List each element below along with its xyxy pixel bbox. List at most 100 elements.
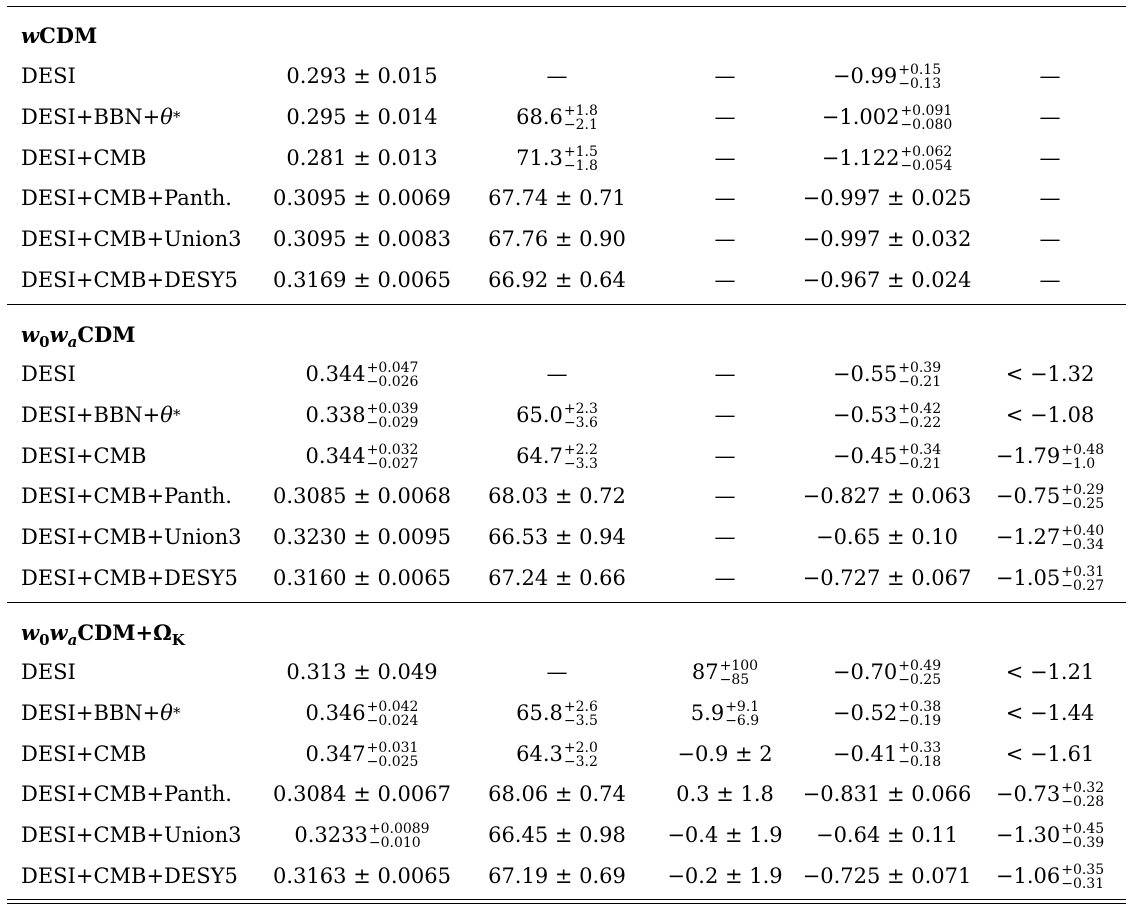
cell-omega-k: — xyxy=(714,443,736,468)
cell-w0: −0.827 ± 0.063 xyxy=(802,483,972,508)
table-row: DESI+CMB 0.347 +0.031 −0.025 64.3 +2.0 −3.2 −0.… xyxy=(7,734,1126,774)
cell-omega-k: — xyxy=(714,483,736,508)
cell-h0: 65.8 +2.6 −3.5 xyxy=(516,699,598,729)
cell-omega-m: 0.344 +0.032 −0.027 xyxy=(305,442,419,472)
cell-omega-k: 87 +100 −85 xyxy=(691,658,759,688)
cell-wa: −1.05 +0.31 −0.27 xyxy=(995,564,1105,594)
cell-omega-k: — xyxy=(714,185,736,210)
cell-omega-k: — xyxy=(714,267,736,292)
cell-dataset: DESI+CMB+Panth. xyxy=(21,185,232,210)
cell-w0: −0.65 ± 0.10 xyxy=(815,524,959,549)
cell-omega-m: 0.344 +0.047 −0.026 xyxy=(305,360,419,390)
cell-w0: −0.99 +0.15 −0.13 xyxy=(832,62,942,92)
cell-h0: — xyxy=(546,659,568,684)
cell-wa: −1.06 +0.35 −0.31 xyxy=(995,862,1105,892)
cell-dataset: DESI xyxy=(21,63,76,88)
cell-h0: 66.92 ± 0.64 xyxy=(488,267,626,292)
table-row: DESI+CMB+Union3 0.3230 ± 0.0095 66.53 ± 0.… xyxy=(7,517,1126,557)
cell-w0: −0.70 +0.49 −0.25 xyxy=(832,658,942,688)
cell-omega-k: — xyxy=(714,565,736,590)
cell-w0: −0.997 ± 0.025 xyxy=(802,185,972,210)
cell-h0: 68.06 ± 0.74 xyxy=(488,781,626,806)
cell-omega-k: — xyxy=(714,402,736,427)
cell-wa: < −1.44 xyxy=(1005,700,1095,725)
cell-dataset: DESI xyxy=(21,361,76,386)
cell-omega-m: 0.3163 ± 0.0065 xyxy=(273,863,451,888)
table-row: DESI+BBN+ θ * 0.346 +0.042 −0.024 65.8 +2.6 −3.5… xyxy=(7,693,1126,733)
cell-w0: −0.53 +0.42 −0.22 xyxy=(832,401,942,431)
cell-omega-m: 0.3233 +0.0089 −0.010 xyxy=(294,821,430,851)
cell-w0: −0.52 +0.38 −0.19 xyxy=(832,699,942,729)
cell-omega-m: 0.313 ± 0.049 xyxy=(286,659,438,684)
cell-omega-m: 0.295 ± 0.014 xyxy=(286,104,438,129)
cell-omega-k: — xyxy=(714,145,736,170)
cell-w0: −0.55 +0.39 −0.21 xyxy=(832,360,942,390)
table-row: DESI+CMB+DESY5 0.3169 ± 0.0065 66.92 ± 0.6… xyxy=(7,260,1126,300)
cell-dataset: DESI+CMB xyxy=(21,741,147,766)
table-row: DESI+CMB+Union3 0.3095 ± 0.0083 67.76 ± 0.… xyxy=(7,219,1126,259)
cell-h0: 67.76 ± 0.90 xyxy=(488,226,626,251)
bottom-rule xyxy=(7,899,1126,900)
section-title-w0wacdm-omegak: w0waCDM+ΩK xyxy=(21,620,185,650)
cell-dataset: DESI+BBN+ θ * xyxy=(21,402,181,427)
cell-omega-k: −0.9 ± 2 xyxy=(677,741,773,766)
cell-w0: −0.41 +0.33 −0.18 xyxy=(832,740,942,770)
cell-w0: −0.967 ± 0.024 xyxy=(802,267,972,292)
cell-wa: — xyxy=(1039,104,1061,129)
cell-omega-k: — xyxy=(714,524,736,549)
cell-omega-m: 0.3085 ± 0.0068 xyxy=(273,483,451,508)
cell-w0: −1.002 +0.091 −0.080 xyxy=(821,103,953,133)
cell-h0: — xyxy=(546,63,568,88)
section-title-w0wacdm: w0waCDM xyxy=(21,322,136,352)
cell-dataset: DESI+CMB+DESY5 xyxy=(21,267,238,292)
cell-dataset: DESI+CMB+Union3 xyxy=(21,226,242,251)
cell-omega-k: −0.2 ± 1.9 xyxy=(667,863,783,888)
section-rule xyxy=(7,304,1126,305)
table-row: DESI+CMB 0.281 ± 0.013 71.3 +1.5 −1.8 — −1.122… xyxy=(7,138,1126,178)
table-row: DESI+BBN+ θ * 0.338 +0.039 −0.029 65.0 +2.3 −3.6… xyxy=(7,395,1126,435)
cell-omega-m: 0.3169 ± 0.0065 xyxy=(273,267,451,292)
table-row: DESI 0.293 ± 0.015 — — −0.99 +0.15 −0.13 — xyxy=(7,56,1126,96)
cell-wa: −1.30 +0.45 −0.39 xyxy=(995,821,1105,851)
cell-h0: 66.45 ± 0.98 xyxy=(488,822,626,847)
cell-omega-k: 0.3 ± 1.8 xyxy=(676,781,774,806)
cell-dataset: DESI+CMB xyxy=(21,443,147,468)
cell-h0: 64.3 +2.0 −3.2 xyxy=(516,740,598,770)
cell-wa: < −1.32 xyxy=(1005,361,1095,386)
cell-dataset: DESI+BBN+ θ * xyxy=(21,700,181,725)
cell-wa: < −1.08 xyxy=(1005,402,1095,427)
cell-h0: 66.53 ± 0.94 xyxy=(488,524,626,549)
table-row: DESI+CMB 0.344 +0.032 −0.027 64.7 +2.2 −3.3 — −0… xyxy=(7,436,1126,476)
cell-h0: 67.24 ± 0.66 xyxy=(488,565,626,590)
cell-omega-m: 0.281 ± 0.013 xyxy=(286,145,438,170)
cell-h0: 64.7 +2.2 −3.3 xyxy=(516,442,598,472)
cell-h0: 68.03 ± 0.72 xyxy=(488,483,626,508)
section-title-wcdm: wCDM xyxy=(21,23,98,48)
cell-h0: 65.0 +2.3 −3.6 xyxy=(516,401,598,431)
bottom-rule xyxy=(7,903,1126,904)
cell-w0: −0.725 ± 0.071 xyxy=(802,863,972,888)
results-table: wCDM DESI 0.293 ± 0.015 — — −0.99 +0.15 −0.13 —… xyxy=(7,0,1126,912)
cell-omega-m: 0.347 +0.031 −0.025 xyxy=(305,740,419,770)
cell-wa: < −1.21 xyxy=(1005,659,1095,684)
cell-omega-k: — xyxy=(714,104,736,129)
cell-wa: −1.27 +0.40 −0.34 xyxy=(995,523,1105,553)
cell-h0: 68.6 +1.8 −2.1 xyxy=(516,103,598,133)
cell-w0: −0.997 ± 0.032 xyxy=(802,226,972,251)
cell-wa: — xyxy=(1039,226,1061,251)
cell-omega-m: 0.338 +0.039 −0.029 xyxy=(305,401,419,431)
cell-w0: −0.64 ± 0.11 xyxy=(815,822,959,847)
cell-h0: — xyxy=(546,361,568,386)
cell-omega-m: 0.3095 ± 0.0069 xyxy=(273,185,451,210)
cell-dataset: DESI+BBN+ θ * xyxy=(21,104,181,129)
top-rule xyxy=(7,6,1126,7)
table-row: DESI 0.313 ± 0.049 — 87 +100 −85 −0.70 +0.49 −0.… xyxy=(7,652,1126,692)
cell-w0: −0.45 +0.34 −0.21 xyxy=(832,442,942,472)
cell-omega-m: 0.3084 ± 0.0067 xyxy=(273,781,451,806)
section-rule xyxy=(7,602,1126,603)
cell-wa: −0.73 +0.32 −0.28 xyxy=(995,780,1105,810)
cell-omega-m: 0.3230 ± 0.0095 xyxy=(273,524,451,549)
cell-w0: −1.122 +0.062 −0.054 xyxy=(821,144,953,174)
cell-w0: −0.727 ± 0.067 xyxy=(802,565,972,590)
cell-w0: −0.831 ± 0.066 xyxy=(802,781,972,806)
